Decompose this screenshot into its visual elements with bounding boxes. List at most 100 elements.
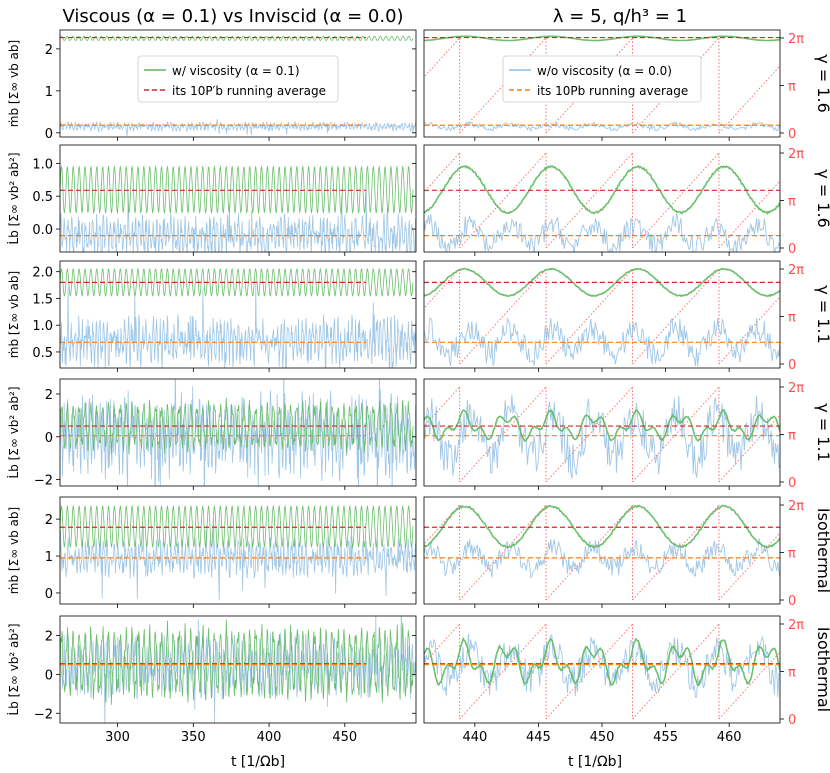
right-panel-plot-5 bbox=[424, 504, 780, 601]
y-axis-label: L̇b [Σ∞ vb² ab²] bbox=[7, 624, 21, 716]
y-tick-label: 1 bbox=[45, 85, 53, 100]
viscous-zoom-line bbox=[424, 504, 780, 549]
y-tick-label: 1 bbox=[45, 550, 53, 565]
legend-inviscid-avg-label: its 10Pb running average bbox=[537, 84, 688, 98]
x-tick-label: 445 bbox=[526, 730, 551, 745]
right-panel-plot-2 bbox=[424, 152, 780, 252]
y-tick-label: 2.0 bbox=[32, 266, 53, 281]
viscous-series-line bbox=[60, 504, 414, 549]
phase-sawtooth bbox=[718, 65, 780, 134]
viscous-zoom-line bbox=[424, 408, 780, 443]
inviscid-series-line bbox=[60, 519, 416, 601]
legend-box bbox=[502, 55, 702, 103]
y-axis-label: ṁb [Σ∞ vb ab] bbox=[7, 507, 21, 594]
inviscid-zoom-line bbox=[424, 633, 780, 698]
x-tick-label: 460 bbox=[717, 730, 742, 745]
y-tick-label: 0 bbox=[45, 587, 53, 602]
row-label: γ = 1.6 bbox=[814, 169, 830, 228]
row-label: γ = 1.1 bbox=[814, 285, 830, 344]
x-tick-label: 300 bbox=[105, 730, 130, 745]
y-axis-label: ṁb [Σ∞ vb ab] bbox=[7, 271, 21, 358]
inviscid-series-line bbox=[60, 283, 416, 368]
left-panel-plot-3 bbox=[60, 268, 416, 368]
phase-sawtooth bbox=[718, 296, 780, 365]
row-label: γ = 1.6 bbox=[814, 54, 830, 113]
phase-sawtooth bbox=[459, 152, 547, 249]
left-axes-frame bbox=[59, 615, 417, 724]
phase-tick-label: π bbox=[788, 547, 796, 562]
phase-sawtooth bbox=[632, 386, 720, 483]
y-axis-label: L̇b [Σ∞ vb² ab²] bbox=[7, 387, 21, 479]
row-label: γ = 1.1 bbox=[814, 403, 830, 462]
legend-inviscid-label: w/o viscosity (α = 0.0) bbox=[537, 64, 672, 78]
legend-viscous-label: w/ viscosity (α = 0.1) bbox=[172, 64, 300, 78]
left-title: Viscous (α = 0.1) vs Inviscid (α = 0.0) bbox=[62, 6, 403, 27]
inviscid-zoom-line bbox=[424, 394, 780, 479]
row-label: Isothermal bbox=[814, 508, 830, 593]
phase-tick-label: 2π bbox=[788, 32, 804, 47]
y-tick-label: −2 bbox=[34, 707, 53, 722]
right-title: λ = 5, q/h³ = 1 bbox=[553, 6, 687, 27]
inviscid-zoom-line bbox=[424, 538, 780, 579]
phase-tick-label: π bbox=[788, 195, 796, 210]
y-tick-label: 2 bbox=[45, 388, 53, 403]
left-panel-plot-6 bbox=[60, 616, 416, 723]
viscous-zoom-line bbox=[424, 35, 780, 42]
viscous-series-line bbox=[60, 35, 414, 41]
phase-sawtooth bbox=[545, 504, 633, 601]
viscous-series-line bbox=[60, 619, 414, 705]
right-axes-frame bbox=[423, 260, 781, 369]
phase-sawtooth bbox=[459, 504, 547, 601]
phase-tick-label: 0 bbox=[788, 713, 796, 728]
y-tick-label: 0 bbox=[45, 668, 53, 683]
phase-sawtooth bbox=[459, 623, 547, 720]
x-tick-label: 400 bbox=[257, 730, 282, 745]
left-axes-frame bbox=[59, 29, 417, 138]
y-tick-label: 0 bbox=[45, 127, 53, 142]
viscous-series-line bbox=[60, 165, 414, 215]
left-panel-plot-5 bbox=[60, 504, 416, 601]
y-tick-label: 0.5 bbox=[32, 346, 53, 361]
phase-sawtooth bbox=[718, 414, 780, 483]
phase-sawtooth bbox=[632, 623, 720, 720]
y-tick-label: 1.0 bbox=[32, 319, 53, 334]
phase-sawtooth bbox=[459, 268, 547, 365]
y-axis-label: ṁb [Σ∞ vb ab] bbox=[7, 40, 21, 127]
phase-tick-label: 0 bbox=[788, 242, 796, 257]
left-panel-plot-2 bbox=[60, 165, 416, 252]
right-panel-plot-6 bbox=[424, 623, 780, 720]
left-axes-frame bbox=[59, 378, 417, 487]
phase-tick-label: 0 bbox=[788, 594, 796, 609]
phase-tick-label: 2π bbox=[788, 381, 804, 396]
inviscid-series-line bbox=[60, 379, 416, 486]
phase-tick-label: 0 bbox=[788, 127, 796, 142]
phase-tick-label: 2π bbox=[788, 499, 804, 514]
viscous-zoom-line bbox=[424, 165, 780, 216]
phase-sawtooth bbox=[545, 623, 633, 720]
x-tick-label: 440 bbox=[462, 730, 487, 745]
inviscid-series-line bbox=[60, 188, 416, 252]
phase-tick-label: 2π bbox=[788, 147, 804, 162]
phase-sawtooth bbox=[632, 152, 720, 249]
y-tick-label: 2 bbox=[45, 513, 53, 528]
phase-tick-label: 2π bbox=[788, 618, 804, 633]
y-tick-label: 2 bbox=[45, 43, 53, 58]
phase-tick-label: π bbox=[788, 311, 796, 326]
row-label: Isothermal bbox=[814, 627, 830, 712]
y-tick-label: −2 bbox=[34, 474, 53, 489]
phase-tick-label: 0 bbox=[788, 476, 796, 491]
y-axis-label: L̇b [Σ∞ vb² ab²] bbox=[7, 153, 21, 245]
y-tick-label: 0 bbox=[45, 431, 53, 446]
viscous-zoom-line bbox=[424, 636, 780, 687]
x-tick-label: 450 bbox=[590, 730, 615, 745]
phase-tick-label: π bbox=[788, 429, 796, 444]
phase-tick-label: π bbox=[788, 666, 796, 681]
inviscid-series-line bbox=[60, 118, 416, 137]
phase-tick-label: 2π bbox=[788, 263, 804, 278]
phase-sawtooth bbox=[545, 386, 633, 483]
phase-tick-label: π bbox=[788, 80, 796, 95]
y-tick-label: 2 bbox=[45, 629, 53, 644]
phase-tick-label: 0 bbox=[788, 358, 796, 373]
y-tick-label: 0.0 bbox=[32, 223, 53, 238]
